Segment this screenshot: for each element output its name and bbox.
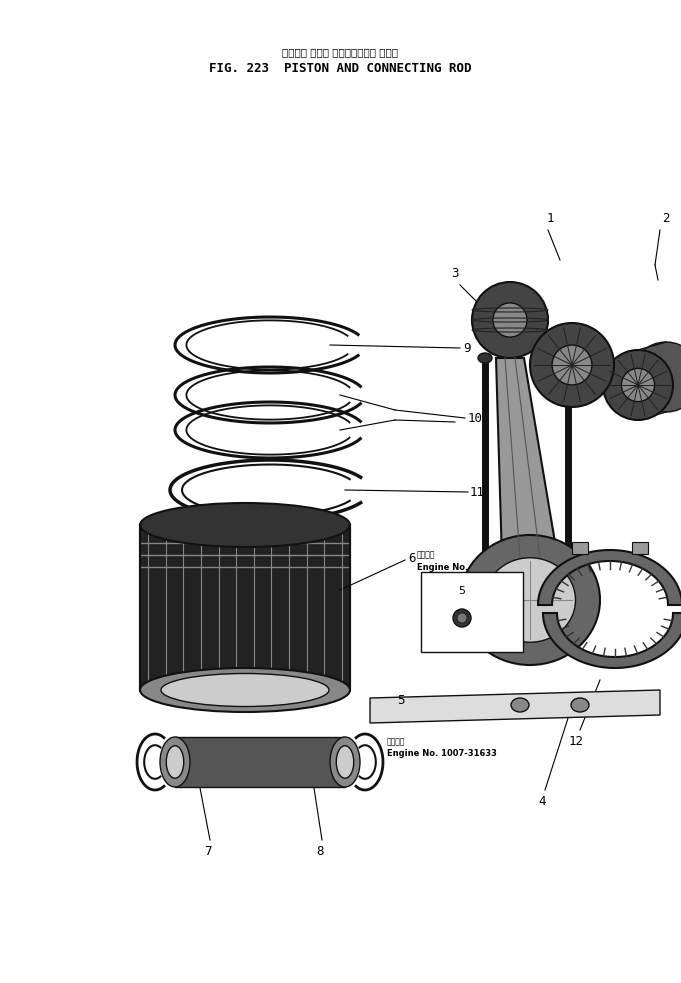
Ellipse shape xyxy=(140,503,350,547)
Text: Engine No. 1007-31633: Engine No. 1007-31633 xyxy=(387,749,497,759)
Ellipse shape xyxy=(621,369,654,402)
Ellipse shape xyxy=(336,746,353,779)
Text: 8: 8 xyxy=(316,845,323,858)
Bar xyxy=(572,542,588,554)
Ellipse shape xyxy=(571,698,589,712)
Bar xyxy=(175,737,345,787)
Text: 9: 9 xyxy=(463,341,471,355)
Text: 2: 2 xyxy=(662,212,669,225)
Ellipse shape xyxy=(166,746,184,779)
Ellipse shape xyxy=(603,350,673,420)
Text: 5: 5 xyxy=(398,693,405,707)
Text: 3: 3 xyxy=(452,267,459,280)
Polygon shape xyxy=(370,690,660,723)
Text: Engine No. 31634~: Engine No. 31634~ xyxy=(417,562,507,571)
Ellipse shape xyxy=(140,668,350,712)
Ellipse shape xyxy=(460,535,600,665)
Text: 7: 7 xyxy=(204,845,212,858)
Bar xyxy=(632,542,648,554)
Ellipse shape xyxy=(472,282,548,358)
Text: 4: 4 xyxy=(538,795,545,808)
Ellipse shape xyxy=(493,303,527,337)
Text: 1: 1 xyxy=(546,212,554,225)
Polygon shape xyxy=(543,613,681,668)
Polygon shape xyxy=(496,358,558,560)
Ellipse shape xyxy=(631,342,681,412)
Ellipse shape xyxy=(161,673,329,707)
Ellipse shape xyxy=(453,609,471,627)
Ellipse shape xyxy=(511,698,529,712)
Text: 12: 12 xyxy=(569,735,584,748)
Ellipse shape xyxy=(552,345,592,385)
Text: ピストン および コネクティング ロッド: ピストン および コネクティング ロッド xyxy=(282,47,398,57)
Text: 適用年式: 適用年式 xyxy=(387,737,405,746)
Ellipse shape xyxy=(160,737,190,787)
Text: 6: 6 xyxy=(408,551,415,564)
Ellipse shape xyxy=(484,557,575,642)
FancyBboxPatch shape xyxy=(421,572,523,652)
Ellipse shape xyxy=(561,353,575,363)
Polygon shape xyxy=(538,550,681,605)
Text: 11: 11 xyxy=(470,486,485,498)
Bar xyxy=(140,525,350,690)
Text: 適用年式: 適用年式 xyxy=(417,550,436,559)
Ellipse shape xyxy=(530,323,614,407)
Ellipse shape xyxy=(330,737,360,787)
Text: FIG. 223  PISTON AND CONNECTING ROD: FIG. 223 PISTON AND CONNECTING ROD xyxy=(209,62,471,75)
Text: 10: 10 xyxy=(468,412,483,425)
Ellipse shape xyxy=(478,353,492,363)
Ellipse shape xyxy=(457,613,467,623)
Text: 5: 5 xyxy=(458,586,466,596)
